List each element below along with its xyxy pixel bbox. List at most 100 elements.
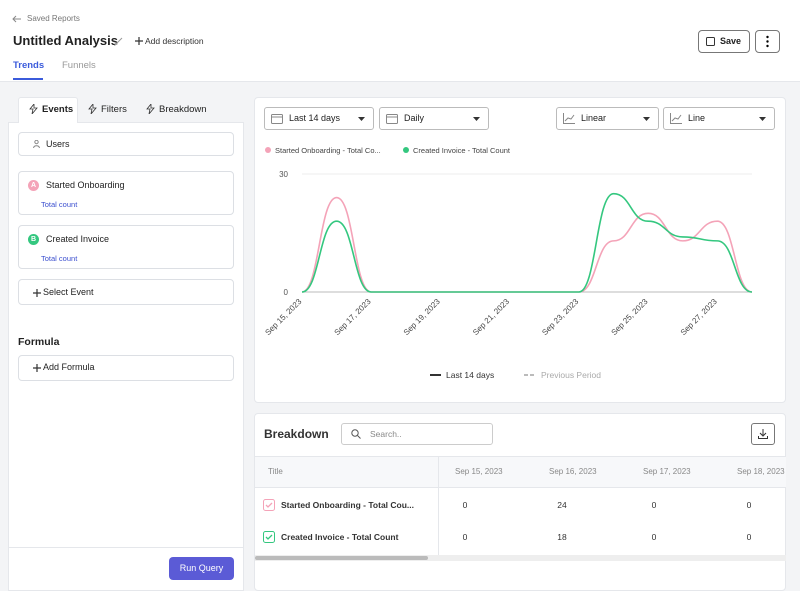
- tab-icon: [29, 104, 38, 114]
- dropdown[interactable]: [556, 107, 659, 130]
- event-metric: Total count: [41, 254, 78, 263]
- panel-tab[interactable]: Events: [42, 104, 74, 115]
- select-event-label: Select Event: [43, 287, 94, 297]
- select-event-box[interactable]: [18, 279, 234, 305]
- calendar-icon: [386, 114, 398, 124]
- x-tick-label: Sep 23, 2023: [540, 297, 580, 337]
- caret-icon: [643, 117, 650, 121]
- column-divider: [438, 456, 439, 556]
- search-placeholder: Search..: [370, 429, 402, 439]
- panel-tab[interactable]: Breakdown: [159, 104, 207, 115]
- series-line: [301, 196, 753, 293]
- event-card[interactable]: [18, 171, 234, 215]
- add-formula-box[interactable]: [18, 355, 234, 381]
- chart-icon: [670, 113, 682, 124]
- legend-marker: [403, 147, 409, 153]
- save-label: Save: [720, 36, 742, 46]
- legend-label: Created Invoice - Total Count: [413, 146, 511, 155]
- cell-value: 0: [651, 500, 657, 510]
- event-name: Started Onboarding: [46, 180, 125, 190]
- column-header: Sep 18, 2023: [737, 467, 785, 476]
- legend-label: Started Onboarding - Total Co...: [275, 146, 381, 155]
- caret-icon: [759, 117, 766, 121]
- cell-value: 0: [462, 500, 468, 510]
- cell-value: 0: [462, 532, 468, 542]
- chart-icon: [563, 113, 575, 124]
- dropdown-label: Line: [688, 113, 706, 123]
- event-metric: Total count: [41, 200, 78, 209]
- chart: 0 30 Sep 15, 2023 Sep 17, 2023 Sep 19, 2023 S…: [263, 146, 753, 380]
- report-title: Untitled Analysis: [13, 33, 118, 48]
- tab-funnels[interactable]: Funnels: [62, 60, 96, 71]
- search-box[interactable]: [341, 423, 493, 445]
- x-tick-label: Sep 21, 2023: [471, 297, 511, 337]
- download-icon: [758, 429, 768, 439]
- row-checkbox: [263, 531, 275, 543]
- panel-tab-active: [18, 97, 78, 123]
- x-tick-label: Sep 17, 2023: [333, 297, 373, 337]
- tab-trends[interactable]: Trends: [13, 60, 45, 71]
- event-card[interactable]: [18, 225, 234, 269]
- event-letter: B: [28, 234, 39, 245]
- run-query-button[interactable]: Run Query: [169, 557, 234, 580]
- dropdown-label: Last 14 days: [289, 113, 341, 123]
- formula-title: Formula: [18, 336, 60, 348]
- user-icon: [33, 140, 40, 148]
- plus-icon: [33, 289, 41, 297]
- row-checkbox: [263, 499, 275, 511]
- x-tick-label: Sep 19, 2023: [402, 297, 442, 337]
- event-letter: A: [28, 180, 39, 191]
- row-title: Created Invoice - Total Count: [281, 532, 399, 542]
- legend-marker: [265, 147, 271, 153]
- chart-panel: [254, 97, 786, 403]
- tab-icon: [88, 104, 97, 114]
- download-button[interactable]: [751, 423, 775, 445]
- users-label: Users: [46, 139, 70, 149]
- back-icon: [12, 15, 21, 23]
- calendar-icon: [271, 114, 283, 124]
- series-line: [301, 192, 753, 293]
- caret-icon: [358, 117, 365, 121]
- column-header: Title: [268, 467, 283, 476]
- scrollbar-thumb[interactable]: [255, 556, 428, 560]
- save-icon: [706, 37, 715, 46]
- table-header: [255, 456, 786, 488]
- row-title: Started Onboarding - Total Cou...: [281, 500, 415, 510]
- cell-value: 0: [746, 500, 752, 510]
- edit-icon: [114, 37, 123, 46]
- cell-value: 0: [746, 532, 752, 542]
- panel-footer-line: [9, 547, 243, 548]
- y-tick-label: 0: [284, 288, 289, 297]
- dropdown[interactable]: [379, 107, 489, 130]
- dropdown-label: Linear: [581, 113, 607, 123]
- cell-value: 24: [557, 500, 567, 510]
- x-tick-label: Sep 27, 2023: [679, 297, 719, 337]
- save-button[interactable]: [698, 30, 750, 53]
- dropdown[interactable]: [663, 107, 775, 130]
- column-header: Sep 17, 2023: [643, 467, 691, 476]
- event-name: Created Invoice: [46, 234, 110, 244]
- panel-tab[interactable]: Filters: [101, 104, 127, 115]
- x-tick-label: Sep 15, 2023: [263, 297, 303, 337]
- tab-icon: [146, 104, 155, 114]
- column-header: Sep 15, 2023: [455, 467, 503, 476]
- column-header: Sep 16, 2023: [549, 467, 597, 476]
- x-tick-label: Sep 25, 2023: [610, 297, 650, 337]
- cell-value: 0: [651, 532, 657, 542]
- y-tick-label: 30: [279, 170, 288, 179]
- plus-icon: [33, 364, 41, 372]
- cell-value: 18: [557, 532, 567, 542]
- users-box[interactable]: [18, 132, 234, 156]
- search-icon: [351, 429, 361, 439]
- dropdown[interactable]: [264, 107, 374, 130]
- period-label: Last 14 days: [446, 370, 494, 380]
- tab-underline: [13, 78, 43, 80]
- breakdown-title: Breakdown: [264, 427, 329, 441]
- dropdown-label: Daily: [404, 113, 425, 123]
- back-link[interactable]: Saved Reports: [27, 14, 80, 23]
- add-description[interactable]: Add description: [145, 36, 204, 46]
- period-label: Previous Period: [541, 370, 601, 380]
- more-icon: [766, 35, 769, 48]
- scrollbar-track: [255, 555, 786, 561]
